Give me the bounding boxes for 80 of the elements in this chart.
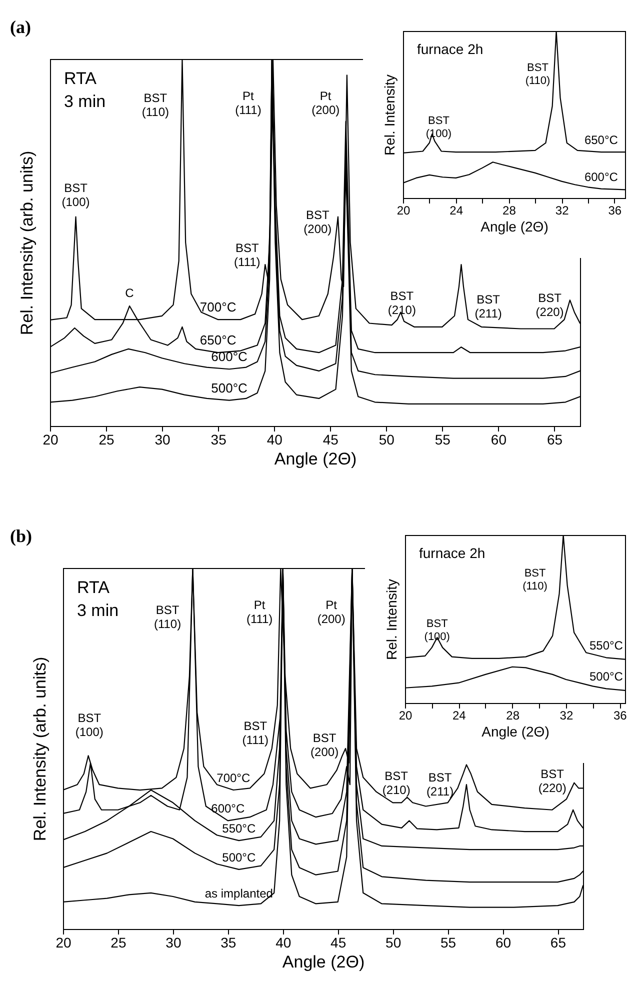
annotation: Pt (111) — [235, 89, 262, 118]
annotation: BST (211) — [474, 292, 502, 321]
x-tick-label: 60 — [495, 934, 512, 950]
annotation: BST (210) — [382, 768, 410, 797]
x-tick-label: 36 — [613, 708, 628, 722]
x-tick-label: 20 — [398, 708, 412, 722]
annotation: BST (110) — [525, 62, 550, 87]
x-axis-title: Angle (2Θ) — [282, 952, 365, 972]
x-tick-label: 28 — [502, 204, 516, 218]
annotation: BST (110) — [142, 90, 170, 119]
y-axis-title: Rel. Intensity (arb. units) — [30, 656, 50, 842]
x-tick-label: 28 — [506, 708, 520, 722]
annotation: Pt (111) — [246, 598, 273, 626]
series-label: 650°C — [584, 133, 618, 148]
series-label: 700°C — [216, 771, 250, 786]
x-axis-title: Angle (2Θ) — [274, 450, 357, 468]
x-tick-label: 20 — [396, 204, 410, 218]
x-tick-label: 30 — [166, 934, 182, 950]
annotation: C — [125, 286, 134, 300]
x-tick-label: 25 — [110, 934, 126, 950]
x-axis-title: Angle (2Θ) — [480, 218, 548, 234]
series-label: 600°C — [211, 802, 245, 816]
x-tick-label: 55 — [440, 934, 456, 950]
series-label: 500°C — [589, 670, 624, 684]
series-label: 650°C — [200, 332, 236, 348]
annotation: BST (200) — [310, 730, 339, 759]
annotation: BST (111) — [242, 718, 269, 747]
x-tick-label: 50 — [386, 934, 402, 950]
x-tick-label: 20 — [56, 934, 72, 950]
x-tick-label: 45 — [322, 432, 339, 448]
y-axis-title: Rel. Intensity (arb. units) — [18, 150, 36, 336]
x-tick-label: 24 — [452, 708, 466, 722]
annotation: BST (111) — [234, 240, 260, 269]
x-tick-label: 32 — [555, 204, 570, 218]
x-tick-label: 50 — [378, 432, 395, 448]
x-tick-label: 32 — [560, 708, 574, 722]
x-tick-label: 20 — [42, 432, 58, 448]
annotation: BST (100) — [426, 115, 452, 140]
annotation: BST (210) — [388, 289, 416, 318]
x-tick-label: 40 — [266, 432, 283, 448]
series-label: 700°C — [200, 300, 236, 315]
annotation: Pt (200) — [317, 598, 346, 626]
x-tick-label: 55 — [434, 432, 451, 448]
annotation: BST (100) — [75, 711, 104, 740]
x-tick-label: 65 — [546, 432, 563, 448]
chart-title: (a) — [10, 17, 31, 37]
x-tick-label: 65 — [550, 934, 566, 950]
annotation: BST (211) — [426, 770, 454, 799]
annotation: RTA 3 min — [64, 69, 106, 111]
series-label: 550°C — [589, 638, 624, 653]
x-tick-label: 36 — [608, 204, 622, 218]
chart-title: (b) — [10, 526, 32, 546]
series-label: 500°C — [211, 380, 248, 396]
series-label: as implanted — [204, 886, 273, 901]
annotation: furnace 2h — [419, 545, 486, 561]
annotation: BST (200) — [304, 208, 332, 236]
annotation: BST (220) — [538, 766, 566, 795]
annotation: BST (110) — [154, 603, 182, 632]
annotation: RTA 3 min — [77, 578, 119, 620]
x-tick-label: 35 — [220, 934, 236, 950]
annotation: BST (220) — [536, 290, 564, 319]
annotation: BST (110) — [522, 568, 548, 593]
x-tick-label: 30 — [154, 432, 171, 448]
y-axis-title: Rel. Intensity — [384, 579, 400, 660]
annotation: BST (100) — [424, 618, 450, 644]
x-tick-label: 24 — [450, 204, 464, 218]
x-tick-label: 35 — [210, 432, 227, 448]
x-tick-label: 40 — [276, 934, 292, 950]
x-axis-title: Angle (2Θ) — [482, 724, 550, 740]
x-tick-label: 45 — [330, 934, 346, 950]
annotation: BST (100) — [62, 180, 90, 209]
y-axis-title: Rel. Intensity — [382, 74, 398, 156]
x-tick-label: 60 — [490, 432, 507, 448]
annotation: Pt (200) — [312, 89, 340, 118]
x-tick-label: 25 — [98, 432, 115, 448]
annotation: furnace 2h — [417, 41, 484, 57]
series-label: 550°C — [222, 822, 256, 836]
series-label: 600°C — [211, 349, 248, 364]
series-label: 600°C — [584, 170, 618, 184]
series-label: 500°C — [222, 850, 256, 864]
